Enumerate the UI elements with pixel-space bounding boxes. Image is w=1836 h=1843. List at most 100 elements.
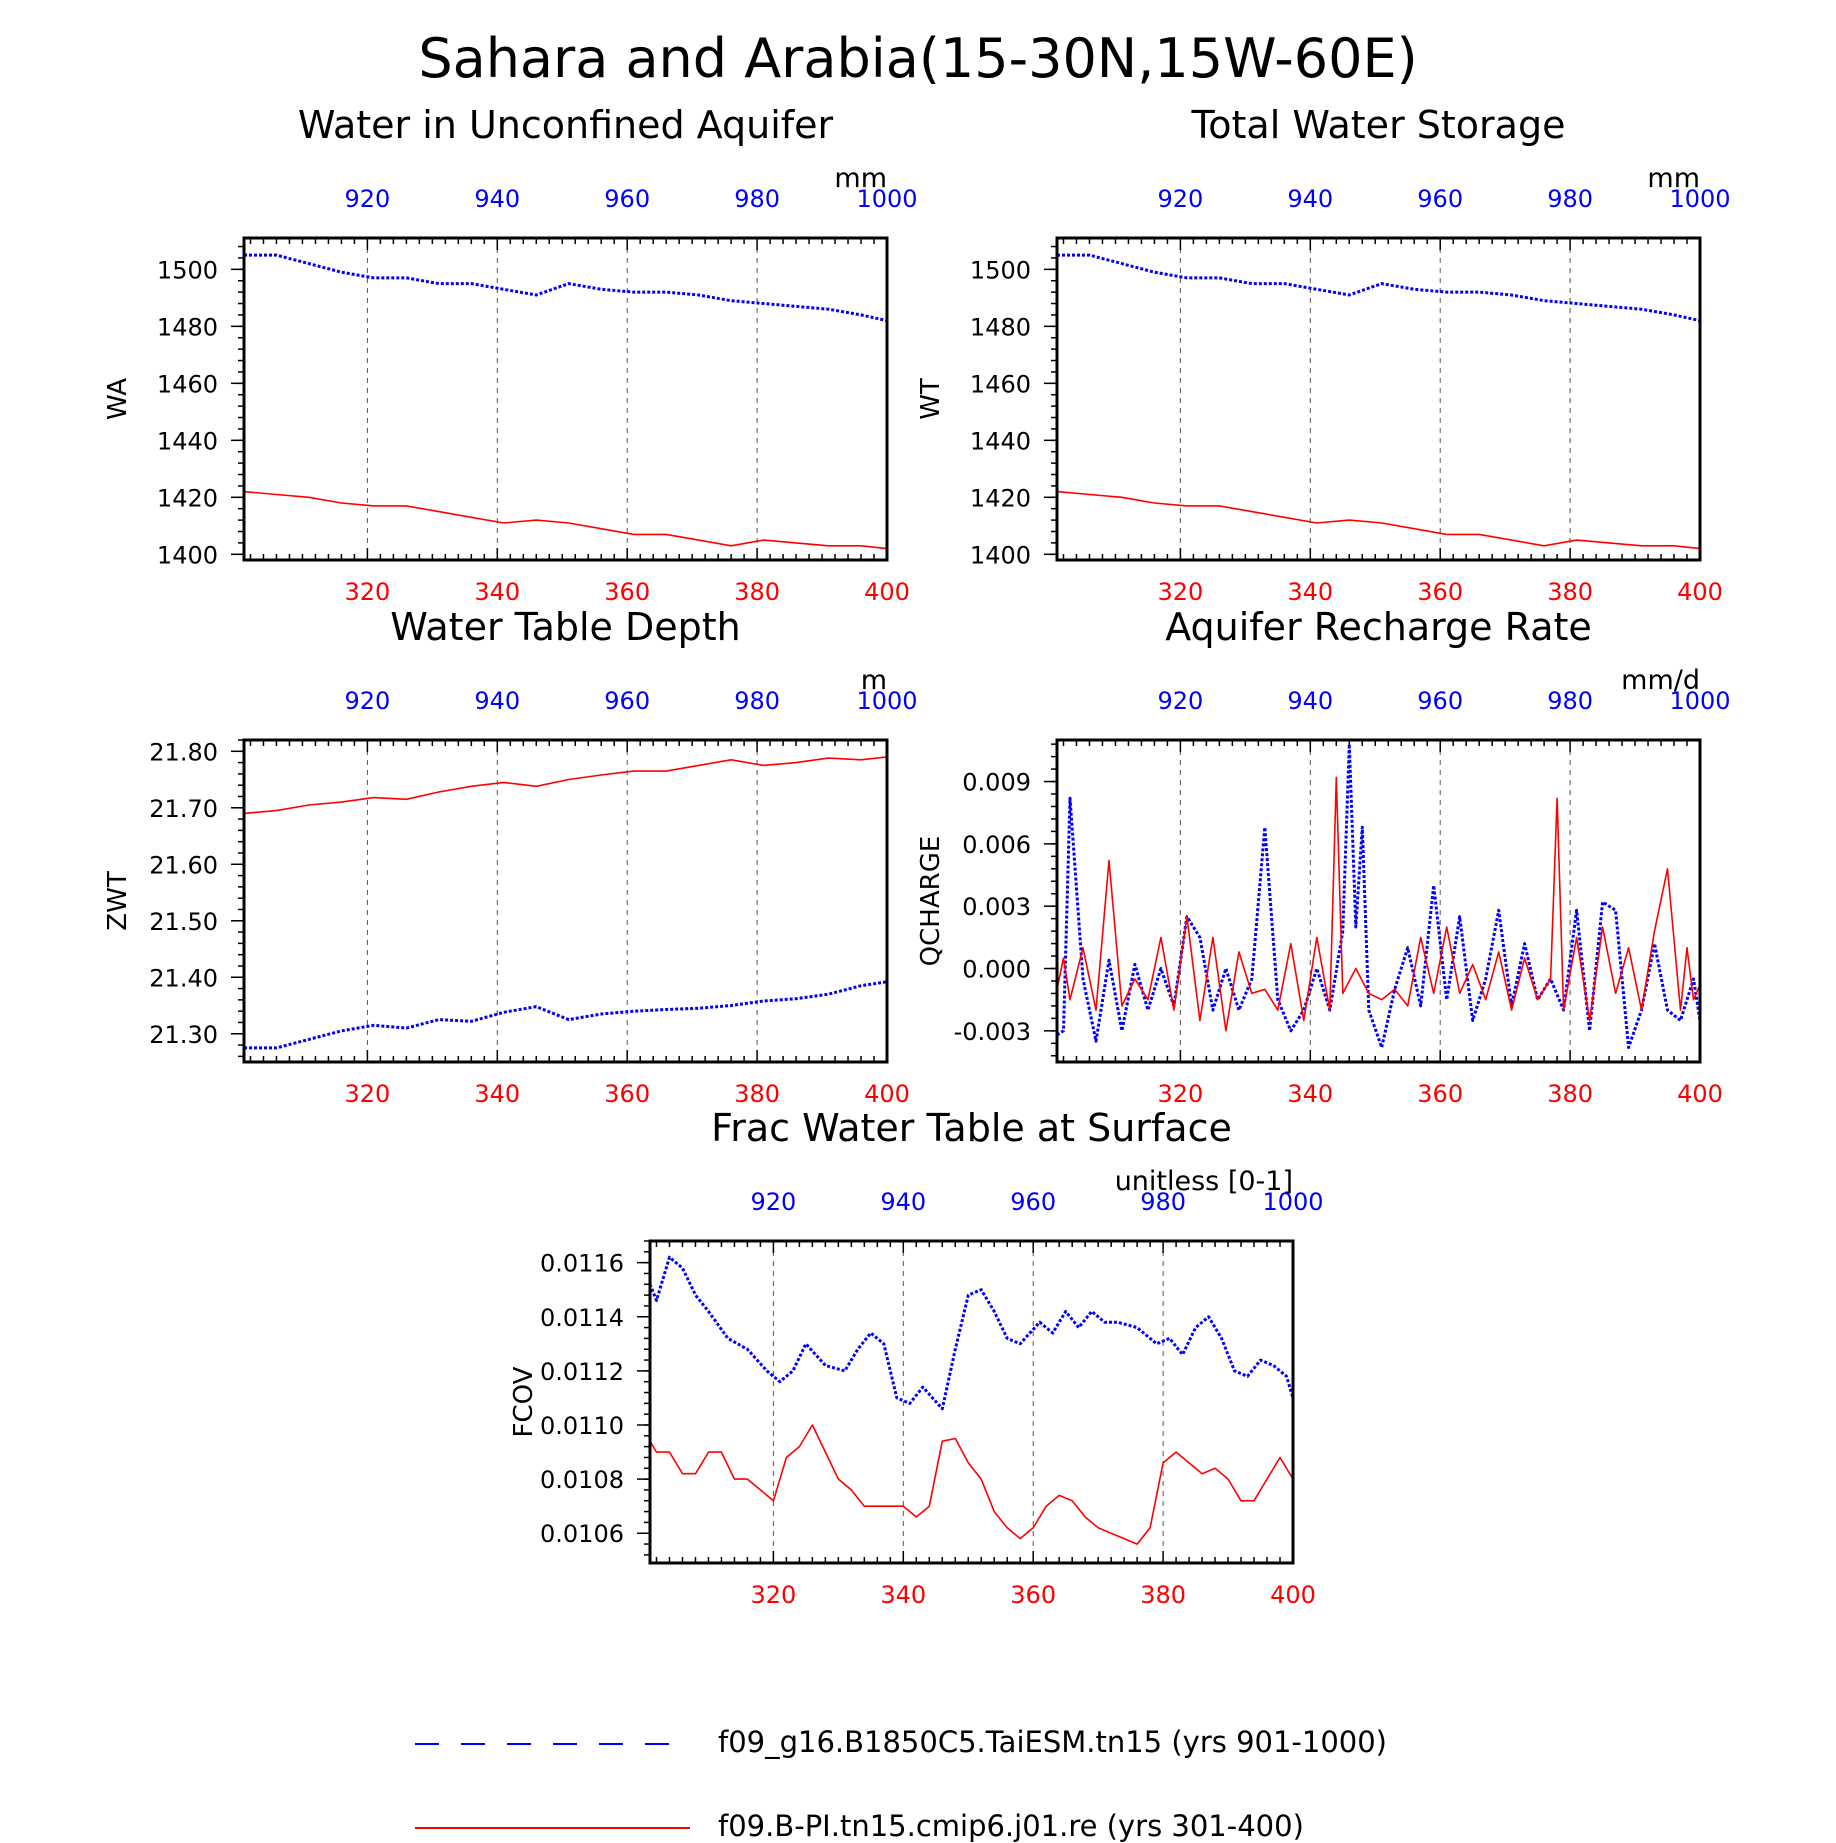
- y-tick-label: 0.0114: [540, 1304, 624, 1332]
- y-tick-label: 0.0112: [540, 1358, 624, 1386]
- x-top-tick-label: 980: [734, 687, 780, 715]
- y-tick-label: 1420: [970, 484, 1031, 512]
- x-top-tick-label: 940: [1287, 185, 1333, 213]
- plot-frame: [648, 1239, 1295, 1565]
- y-tick-label: 1480: [970, 313, 1031, 341]
- x-tick-label: 400: [1677, 1080, 1723, 1108]
- x-tick-label: 380: [734, 578, 780, 606]
- y-tick-label: 1420: [157, 484, 218, 512]
- units-label: mm/d: [1621, 665, 1700, 696]
- series-line-red: [1056, 776, 1701, 1032]
- y-tick-label: 21.80: [149, 738, 218, 766]
- x-top-tick-label: 1000: [1669, 185, 1730, 213]
- x-tick-label: 360: [1010, 1581, 1056, 1609]
- x-top-tick-label: 1000: [856, 687, 917, 715]
- x-top-tick-label: 1000: [856, 185, 917, 213]
- panel-5: Frac Water Table at Surface unitless [0-1…: [509, 1106, 1324, 1609]
- x-tick-label: 400: [1270, 1581, 1316, 1609]
- units-label: m: [861, 665, 887, 696]
- x-tick-label: 380: [1547, 578, 1593, 606]
- panel-title: Water Table Depth: [390, 605, 741, 649]
- panel-title: Total Water Storage: [1191, 103, 1566, 147]
- x-tick-label: 380: [1140, 1581, 1186, 1609]
- y-tick-label: 0.0110: [540, 1412, 624, 1440]
- x-top-tick-label: 940: [474, 185, 520, 213]
- y-tick-label: 21.60: [149, 851, 218, 879]
- x-tick-label: 380: [734, 1080, 780, 1108]
- units-label: unitless [0-1]: [1115, 1166, 1293, 1197]
- y-tick-label: 0.0106: [540, 1520, 624, 1548]
- x-top-tick-label: 920: [344, 687, 390, 715]
- y-axis-label: ZWT: [103, 871, 133, 931]
- y-axis-label: QCHARGE: [916, 836, 946, 967]
- x-tick-label: 400: [1677, 578, 1723, 606]
- series-line-blue: [244, 253, 888, 323]
- figure-title: Sahara and Arabia(15-30N,15W-60E): [418, 27, 1417, 90]
- units-label: mm: [1647, 163, 1700, 194]
- x-tick-label: 400: [864, 578, 910, 606]
- x-top-tick-label: 980: [1140, 1188, 1186, 1216]
- y-tick-label: 1500: [970, 256, 1031, 284]
- x-top-tick-label: 940: [474, 687, 520, 715]
- x-tick-label: 340: [880, 1581, 926, 1609]
- x-tick-label: 340: [1287, 1080, 1333, 1108]
- x-top-tick-label: 980: [1547, 687, 1593, 715]
- panel-title: Aquifer Recharge Rate: [1165, 605, 1592, 649]
- x-top-tick-label: 960: [1010, 1188, 1056, 1216]
- x-top-tick-label: 960: [1417, 687, 1463, 715]
- x-tick-label: 320: [1157, 1080, 1203, 1108]
- y-axis-label: FCOV: [509, 1366, 539, 1437]
- x-top-tick-label: 920: [1157, 185, 1203, 213]
- x-top-tick-label: 1000: [1669, 687, 1730, 715]
- x-top-tick-label: 980: [1547, 185, 1593, 213]
- x-tick-label: 360: [1417, 578, 1463, 606]
- x-top-tick-label: 940: [1287, 687, 1333, 715]
- x-top-tick-label: 920: [344, 185, 390, 213]
- x-tick-label: 380: [1547, 1080, 1593, 1108]
- y-axis-label: WT: [916, 378, 946, 420]
- x-top-tick-label: 960: [1417, 185, 1463, 213]
- series-line-red: [243, 490, 888, 550]
- y-tick-label: 0.0116: [540, 1250, 624, 1278]
- y-tick-label: 0.003: [962, 893, 1031, 921]
- x-top-tick-label: 980: [734, 185, 780, 213]
- legend-label-series-2: f09.B-PI.tn15.cmip6.j01.re (yrs 301-400): [718, 1809, 1304, 1843]
- x-top-tick-label: 960: [604, 687, 650, 715]
- y-tick-label: 0.000: [962, 956, 1031, 984]
- x-top-tick-label: 940: [880, 1188, 926, 1216]
- x-tick-label: 360: [604, 578, 650, 606]
- x-tick-label: 340: [474, 1080, 520, 1108]
- panel-3: Water Table Depth m ZWT 320 340 360 380 400 920 9…: [103, 605, 918, 1108]
- series-line-blue: [244, 980, 888, 1050]
- y-tick-label: 1440: [157, 427, 218, 455]
- y-tick-label: 21.40: [149, 964, 218, 992]
- y-tick-label: 0.006: [962, 831, 1031, 859]
- series-line-red: [243, 756, 888, 815]
- y-tick-label: 1480: [157, 313, 218, 341]
- y-tick-label: 21.30: [149, 1021, 218, 1049]
- panel-4: Aquifer Recharge Rate mm/d QCHARGE 320 340 36…: [916, 605, 1731, 1108]
- x-tick-label: 320: [750, 1581, 796, 1609]
- y-tick-label: 1460: [970, 370, 1031, 398]
- y-axis-label: WA: [103, 378, 133, 420]
- y-tick-label: 1400: [157, 541, 218, 569]
- y-tick-label: 1460: [157, 370, 218, 398]
- y-tick-label: 21.50: [149, 908, 218, 936]
- series-line-blue: [648, 1255, 1295, 1411]
- x-top-tick-label: 920: [1157, 687, 1203, 715]
- plot-frame: [242, 738, 889, 1064]
- y-tick-label: 1400: [970, 541, 1031, 569]
- x-tick-label: 340: [1287, 578, 1333, 606]
- x-tick-label: 400: [864, 1080, 910, 1108]
- y-tick-label: -0.003: [954, 1018, 1031, 1046]
- x-tick-label: 360: [604, 1080, 650, 1108]
- series-line-blue: [1057, 253, 1701, 323]
- x-tick-label: 340: [474, 578, 520, 606]
- x-top-tick-label: 960: [604, 185, 650, 213]
- x-top-tick-label: 1000: [1262, 1188, 1323, 1216]
- plot-frame: [242, 236, 889, 562]
- x-tick-label: 320: [344, 578, 390, 606]
- x-tick-label: 320: [344, 1080, 390, 1108]
- series-line-red: [649, 1424, 1294, 1545]
